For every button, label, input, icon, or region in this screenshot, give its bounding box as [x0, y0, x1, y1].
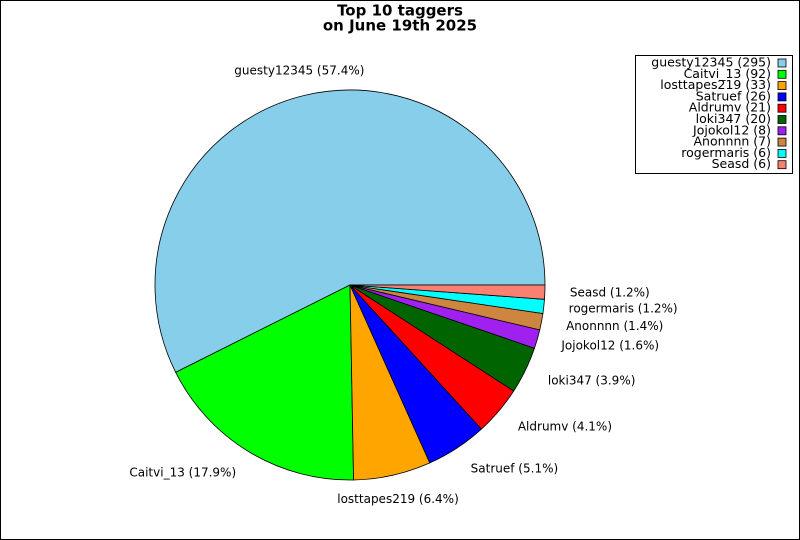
legend-swatch: [777, 115, 787, 124]
legend-swatch: [777, 160, 787, 170]
legend-swatch: [777, 92, 787, 102]
slice-label: Satruef (5.1%): [471, 461, 558, 475]
slice-label: Caitvi_13 (17.9%): [129, 466, 236, 480]
legend-box: [635, 55, 793, 174]
legend-swatch: [777, 81, 787, 90]
legend-label: Seasd (6): [712, 156, 771, 171]
slice-label: loki347 (3.9%): [548, 374, 636, 388]
slice-label: Anonnnn (1.4%): [566, 319, 663, 333]
chart-title: Top 10 taggers: [337, 2, 463, 20]
legend-label: loki347 (20): [696, 111, 771, 126]
legend-label: Caitvi_13 (92): [684, 66, 771, 81]
legend-swatch: [777, 137, 787, 147]
slice-label: Jojokol12 (1.6%): [560, 339, 659, 353]
legend-swatch: [777, 126, 787, 136]
chart-subtitle: on June 19th 2025: [323, 17, 477, 35]
pie-slice: [349, 284, 546, 300]
legend-label: Anonnnn (7): [694, 134, 772, 149]
legend-label: Jojokol12 (8): [692, 122, 771, 137]
legend-swatch: [777, 69, 787, 79]
legend-label: losttapes219 (33): [660, 77, 771, 92]
slice-label: guesty12345 (57.4%): [234, 63, 364, 77]
legend-label: rogermaris (6): [681, 145, 771, 160]
slice-label: losttapes219 (6.4%): [337, 492, 459, 506]
legend-label: Satruef (26): [696, 88, 771, 103]
slice-label: Aldrumv (4.1%): [518, 420, 612, 434]
legend-swatch: [777, 58, 787, 68]
slice-label: rogermaris (1.2%): [569, 302, 678, 316]
legend-label: Aldrumv (21): [689, 100, 771, 115]
legend-swatch: [777, 103, 787, 113]
legend-label: guesty12345 (295): [651, 55, 771, 70]
legend-swatch: [777, 148, 787, 158]
slice-label: Seasd (1.2%): [570, 286, 650, 300]
pie-slice: [154, 89, 546, 373]
pie-slice: [175, 284, 354, 481]
